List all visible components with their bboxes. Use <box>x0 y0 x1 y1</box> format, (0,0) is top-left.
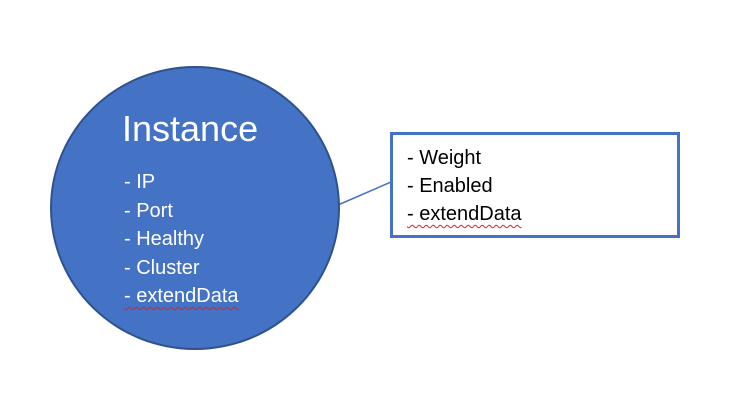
instance-circle <box>50 66 340 350</box>
detail-field-enabled: - Enabled <box>407 175 493 197</box>
instance-field-port: - Port <box>124 199 173 222</box>
detail-box <box>390 132 680 238</box>
instance-title: Instance <box>122 108 259 149</box>
instance-field-cluster: - Cluster <box>124 256 200 279</box>
instance-field-healthy: - Healthy <box>124 228 205 250</box>
detail-field-list: - Weight - Enabled - extendData <box>407 144 522 228</box>
instance-field-ip: - IP <box>124 171 156 193</box>
instance-field-list: - IP - Port - Healthy - Cluster - extend… <box>124 168 239 311</box>
instance-field-extenddata: - extendData <box>124 285 239 307</box>
detail-field-weight: - Weight <box>407 147 482 169</box>
detail-field-extenddata: - extendData <box>407 203 522 225</box>
